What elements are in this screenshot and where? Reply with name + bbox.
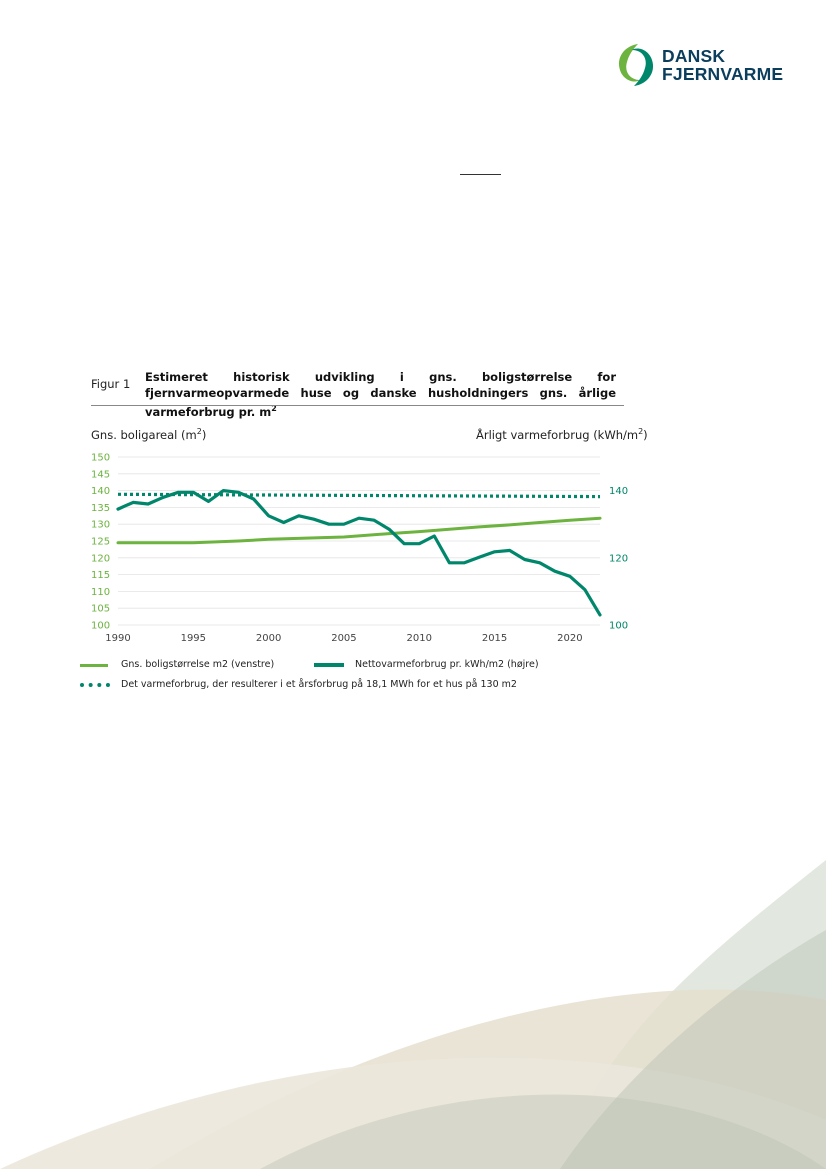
logo-line-1: DANSK [662, 46, 726, 66]
logo-wordmark: DANSK FJERNVARME [662, 47, 783, 83]
left-axis-title-sup: 2 [196, 427, 202, 436]
right-axis-title-end: ) [643, 427, 648, 442]
series-line-0 [116, 516, 602, 545]
dansk-fjernvarme-logo: DANSK FJERNVARME [614, 40, 794, 90]
figure-title: Estimeret historisk udvikling i gns. bol… [145, 369, 616, 420]
logo-line-2: FJERNVARME [662, 64, 784, 84]
legend-swatch-dotted [80, 683, 110, 687]
series-line-1 [116, 489, 602, 617]
y-tick-label-left: 145 [91, 469, 110, 480]
legend-label-reference-line: Det varmeforbrug, der resulterer i et år… [121, 679, 517, 690]
figure-title-sup: 2 [271, 404, 277, 413]
logo-swirl-icon [618, 44, 654, 86]
figure-divider [91, 405, 624, 406]
legend-swatch-light-green [80, 664, 108, 667]
y-tick-label-left: 150 [91, 453, 110, 464]
right-axis-title: Årligt varmeforbrug (kWh/m2) [476, 427, 648, 442]
legend-label-boligstorrelse: Gns. boligstørrelse m2 (venstre) [121, 659, 275, 670]
y-tick-label-left: 115 [91, 570, 110, 581]
y-tick-label-left: 135 [91, 503, 110, 514]
y-tick-label-left: 100 [91, 621, 110, 632]
figure-label: Figur 1 [91, 377, 131, 391]
legend-swatch-teal [314, 663, 344, 667]
x-tick-label: 1995 [181, 633, 206, 644]
y-tick-label-left: 110 [91, 587, 110, 598]
figure-title-text: Estimeret historisk udvikling i gns. bol… [145, 370, 616, 419]
y-tick-label-right: 100 [609, 621, 628, 632]
y-tick-label-left: 140 [91, 486, 110, 497]
y-tick-label-left: 105 [91, 604, 110, 615]
x-tick-label: 2020 [557, 633, 582, 644]
y-tick-label-right: 140 [609, 486, 628, 497]
x-tick-label: 2015 [482, 633, 507, 644]
right-axis-title-sup: 2 [638, 427, 644, 436]
y-tick-label-right: 120 [609, 553, 628, 564]
left-axis-title-end: ) [201, 427, 207, 442]
series-line-2 [117, 492, 601, 499]
short-rule [460, 174, 501, 175]
left-axis-title: Gns. boligareal (m2) [91, 427, 206, 442]
y-tick-label-left: 120 [91, 553, 110, 564]
left-axis-title-text: Gns. boligareal (m [91, 427, 197, 442]
x-tick-label: 2005 [331, 633, 356, 644]
x-tick-label: 1990 [105, 633, 130, 644]
right-axis-title-text: Årligt varmeforbrug (kWh/m [476, 427, 639, 442]
y-tick-label-left: 130 [91, 520, 110, 531]
y-tick-label-left: 125 [91, 537, 110, 548]
x-tick-label: 2010 [407, 633, 432, 644]
legend-label-nettovarmeforbrug: Nettovarmeforbrug pr. kWh/m2 (højre) [355, 659, 539, 670]
x-tick-label: 2000 [256, 633, 281, 644]
